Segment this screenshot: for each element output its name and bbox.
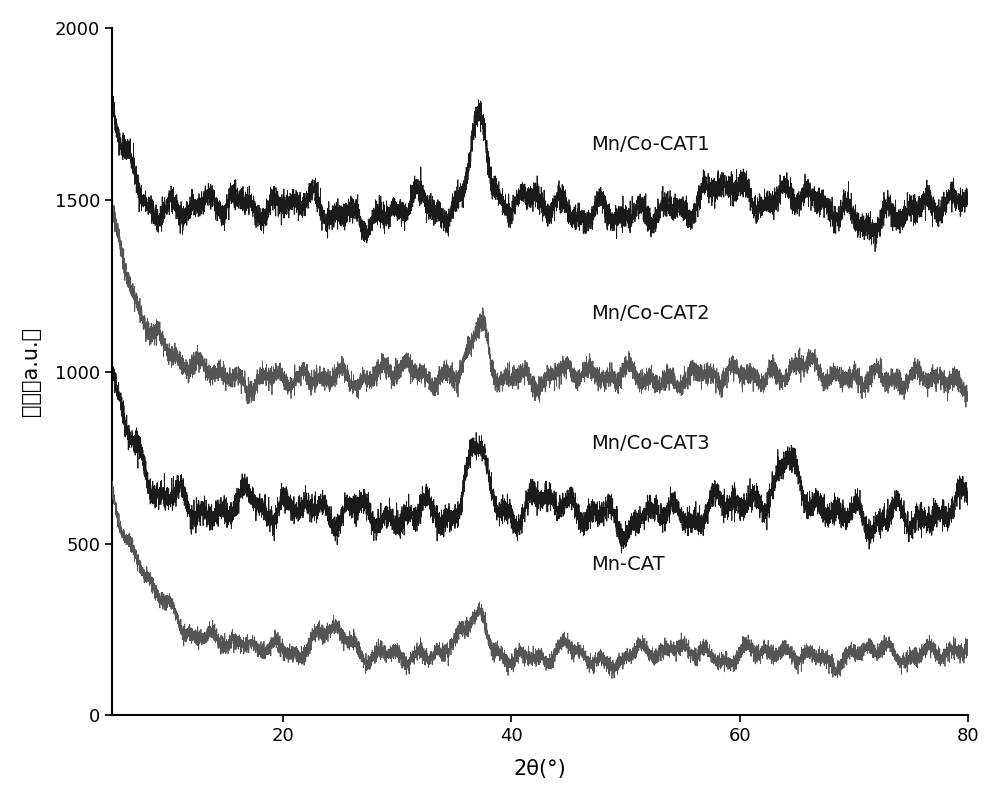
Text: Mn/Co-CAT1: Mn/Co-CAT1: [591, 135, 710, 154]
Y-axis label: 强度（a.u.）: 强度（a.u.）: [21, 327, 41, 416]
Text: Mn-CAT: Mn-CAT: [591, 554, 665, 574]
Text: Mn/Co-CAT3: Mn/Co-CAT3: [591, 434, 710, 454]
X-axis label: 2θ(°): 2θ(°): [514, 759, 566, 779]
Text: Mn/Co-CAT2: Mn/Co-CAT2: [591, 304, 710, 322]
